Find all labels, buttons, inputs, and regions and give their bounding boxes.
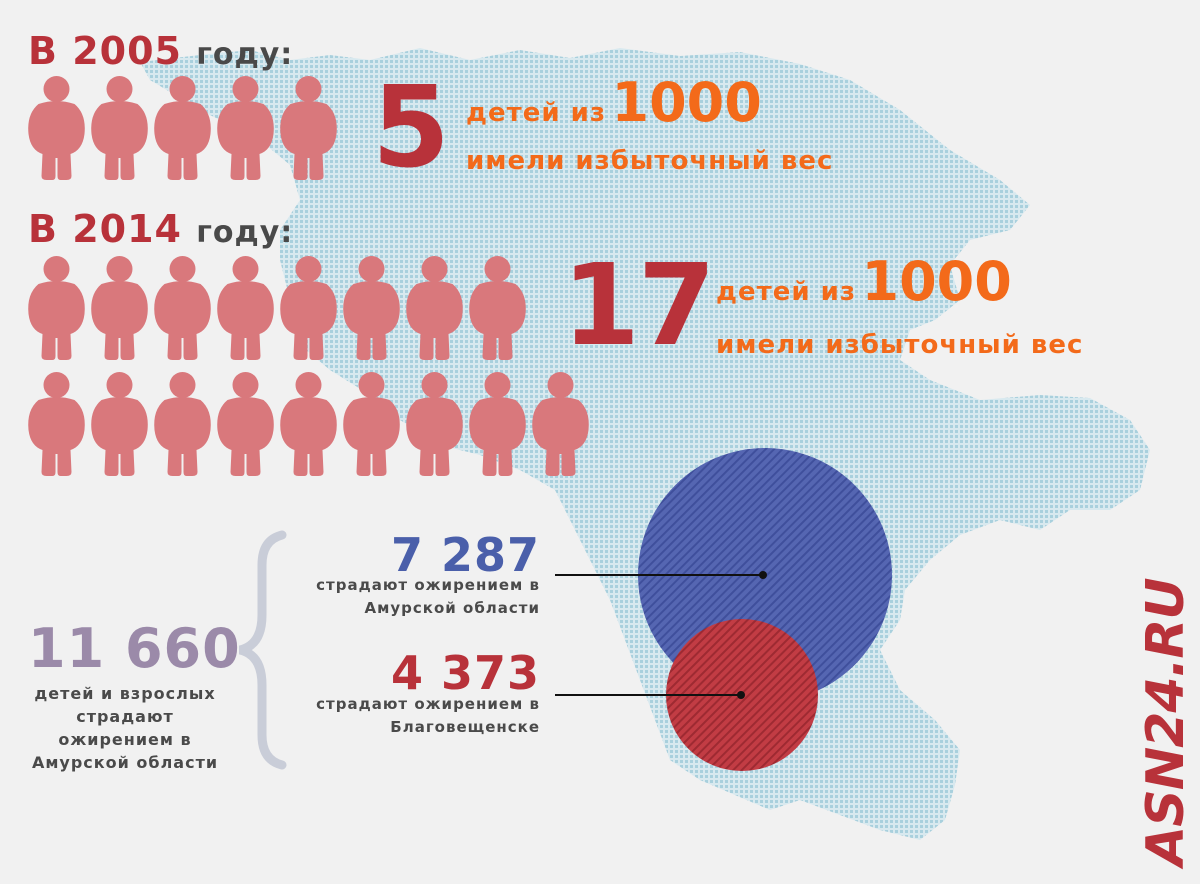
total-caption-line: страдают <box>76 707 174 726</box>
total-caption-line: детей и взрослых <box>34 684 216 703</box>
caption-2005: имели избыточный вес <box>466 146 834 176</box>
region-caption-line: Амурской области <box>364 599 540 617</box>
total-caption: детей и взрослых страдают ожирением в Ам… <box>20 682 230 774</box>
overweight-child-icon <box>28 256 85 360</box>
overweight-child-icon <box>217 76 274 180</box>
pointer-dot-city <box>737 691 745 699</box>
region-value: 7 287 <box>390 528 540 582</box>
overweight-child-icon <box>280 76 337 180</box>
overweight-child-icon <box>406 372 463 476</box>
total-caption-line: Амурской области <box>31 753 219 772</box>
ratio-2005: детей из 1000 <box>466 71 762 134</box>
overweight-child-icon <box>280 256 337 360</box>
city-caption: страдают ожирением в Благовещенске <box>316 693 540 739</box>
curly-brace <box>238 530 287 770</box>
overweight-child-icon <box>217 372 274 476</box>
overweight-child-icon <box>154 76 211 180</box>
figures-2014-row1 <box>26 252 528 360</box>
city-caption-line: страдают ожирением в <box>316 695 540 713</box>
figures-2005 <box>26 72 339 180</box>
city-value: 4 373 <box>390 646 540 700</box>
caption-2014: имели избыточный вес <box>716 330 1084 360</box>
site-watermark: ASN24.RU <box>1136 578 1196 866</box>
overweight-child-icon <box>469 372 526 476</box>
overweight-child-icon <box>343 256 400 360</box>
region-caption-line: страдают ожирением в <box>316 576 540 594</box>
year-2005-label: В 2005 году: <box>28 29 294 73</box>
overweight-child-icon <box>469 256 526 360</box>
pointer-dot-region <box>759 571 767 579</box>
overweight-child-icon <box>532 372 589 476</box>
count-2014: 17 <box>562 241 716 371</box>
figures-2014-row2 <box>26 368 591 476</box>
total-caption-line: ожирением в <box>58 730 192 749</box>
city-caption-line: Благовещенске <box>390 718 540 736</box>
overweight-child-icon <box>28 76 85 180</box>
ratio-2014: детей из 1000 <box>716 250 1012 313</box>
overweight-child-icon <box>91 76 148 180</box>
overweight-child-icon <box>91 372 148 476</box>
overweight-child-icon <box>91 256 148 360</box>
overweight-child-icon <box>154 372 211 476</box>
region-caption: страдают ожирением в Амурской области <box>316 574 540 620</box>
overweight-child-icon <box>28 372 85 476</box>
count-2005: 5 <box>372 63 450 193</box>
overweight-child-icon <box>343 372 400 476</box>
overweight-child-icon <box>217 256 274 360</box>
year-2014-label: В 2014 году: <box>28 207 294 251</box>
overweight-child-icon <box>280 372 337 476</box>
overweight-child-icon <box>154 256 211 360</box>
overweight-child-icon <box>406 256 463 360</box>
total-value: 11 660 <box>28 617 241 680</box>
